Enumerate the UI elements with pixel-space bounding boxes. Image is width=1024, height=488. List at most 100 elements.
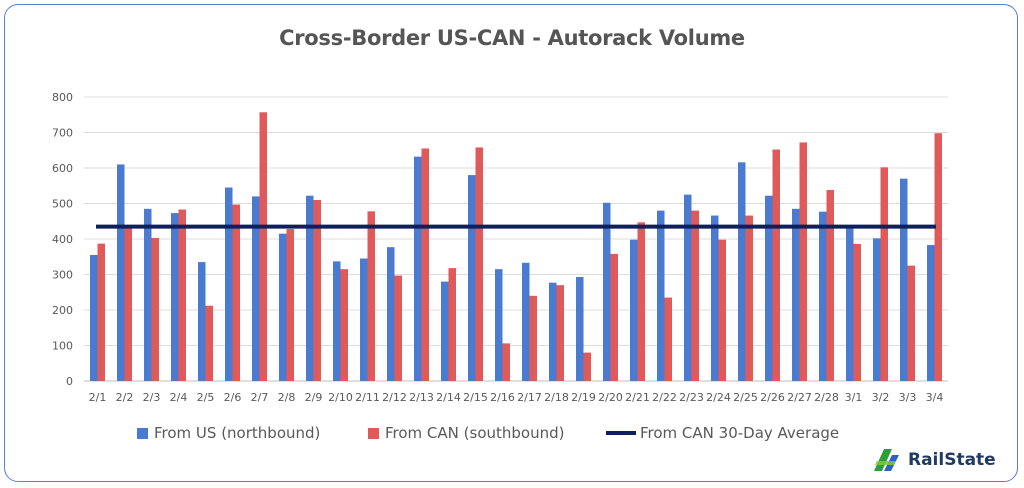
legend-label-us: From US (northbound) (154, 424, 321, 442)
x-tick-label: 2/28 (814, 391, 839, 404)
x-tick-label: 2/18 (544, 391, 569, 404)
bar-can-2-20 (610, 253, 618, 381)
x-tick-label: 2/5 (197, 391, 215, 404)
bar-us-2-21 (630, 239, 638, 381)
bar-us-3-2 (873, 238, 881, 381)
bar-can-3-3 (907, 265, 915, 381)
y-tick-labels: 0 100 200 300 400 500 600 700 800 (52, 91, 73, 388)
bar-us-2-13 (414, 156, 422, 381)
x-tick-label: 2/24 (706, 391, 731, 404)
x-tick-label: 2/27 (787, 391, 812, 404)
bar-can-2-17 (529, 295, 537, 381)
bar-us-3-3 (900, 178, 908, 381)
y-tick-label: 200 (52, 304, 73, 317)
bar-us-2-1 (90, 254, 98, 381)
bar-can-3-1 (853, 243, 861, 381)
bar-can-2-1 (97, 243, 105, 381)
bar-can-2-16 (502, 343, 510, 381)
bar-us-2-5 (198, 262, 206, 381)
railstate-logo: RailState (872, 446, 1012, 474)
y-tick-label: 700 (52, 127, 73, 140)
bar-us-2-27 (792, 208, 800, 381)
x-tick-label: 2/8 (278, 391, 296, 404)
x-tick-label: 3/3 (899, 391, 917, 404)
bar-us-2-17 (522, 262, 530, 381)
bar-us-2-9 (306, 195, 314, 381)
y-tick-label: 400 (52, 233, 73, 246)
x-tick-label: 2/2 (116, 391, 134, 404)
legend-item-average: From CAN 30-Day Average (606, 424, 839, 442)
x-tick-label: 2/4 (170, 391, 188, 404)
y-tick-label: 800 (52, 91, 73, 104)
y-tick-label: 0 (66, 375, 73, 388)
x-tick-label: 2/12 (382, 391, 407, 404)
bar-can-2-15 (475, 147, 483, 381)
bar-can-2-28 (826, 190, 834, 381)
bar-us-2-22 (657, 210, 665, 381)
x-tick-label: 2/16 (490, 391, 515, 404)
x-tick-label: 3/1 (845, 391, 863, 404)
x-tick-label: 2/9 (305, 391, 323, 404)
x-tick-label: 2/25 (733, 391, 758, 404)
bar-can-2-10 (340, 269, 348, 381)
x-tick-label: 2/19 (571, 391, 596, 404)
bar-us-2-3 (144, 208, 152, 381)
bar-can-2-7 (259, 112, 267, 381)
bar-can-2-6 (232, 204, 240, 381)
bar-us-2-20 (603, 202, 611, 381)
bar-us-3-4 (927, 245, 935, 381)
x-tick-label: 2/26 (760, 391, 785, 404)
bar-us-3-1 (846, 228, 854, 381)
bar-can-2-3 (151, 237, 159, 381)
bar-can-2-26 (772, 149, 780, 381)
x-tick-label: 2/14 (436, 391, 461, 404)
chart-title: Cross-Border US-CAN - Autorack Volume (279, 26, 745, 50)
x-tick-label: 2/20 (598, 391, 623, 404)
bar-us-2-7 (252, 196, 260, 381)
x-tick-label: 2/17 (517, 391, 542, 404)
bar-us-2-25 (738, 162, 746, 381)
legend-item-can: From CAN (southbound) (368, 424, 564, 442)
legend-label-average: From CAN 30-Day Average (640, 424, 840, 442)
bar-us-2-11 (360, 258, 368, 381)
railstate-logo-icon (874, 449, 899, 471)
bar-us-2-6 (225, 187, 233, 381)
x-tick-label: 2/7 (251, 391, 269, 404)
x-tick-label: 3/2 (872, 391, 890, 404)
bar-can-2-11 (367, 211, 375, 381)
bar-can-2-14 (448, 268, 456, 381)
x-tick-label: 2/11 (355, 391, 380, 404)
y-tick-label: 600 (52, 162, 73, 175)
bar-can-2-2 (124, 228, 132, 381)
x-tick-labels: 2/1 2/2 2/3 2/4 2/5 2/6 2/7 2/8 2/9 2/10 2/11 2/12 2… (89, 391, 944, 404)
bar-us-2-24 (711, 215, 719, 381)
bar-us-2-28 (819, 211, 827, 381)
bar-can-2-4 (178, 209, 186, 381)
bar-can-3-4 (934, 133, 942, 381)
x-tick-label: 2/3 (143, 391, 161, 404)
bar-can-2-21 (637, 222, 645, 381)
grid-lines (84, 96, 948, 382)
bar-can-2-27 (799, 142, 807, 381)
bar-can-2-13 (421, 148, 429, 381)
y-tick-label: 300 (52, 269, 73, 282)
bar-us-2-16 (495, 269, 503, 381)
x-tick-label: 3/4 (926, 391, 944, 404)
bar-can-2-5 (205, 305, 213, 381)
bar-us-2-4 (171, 213, 179, 381)
bar-can-2-19 (583, 352, 591, 381)
x-tick-label: 2/15 (463, 391, 488, 404)
bar-us-2-2 (117, 164, 125, 381)
x-tick-label: 2/1 (89, 391, 107, 404)
bar-us-2-26 (765, 195, 773, 381)
bars (90, 112, 942, 381)
x-tick-label: 2/10 (328, 391, 353, 404)
legend-swatch-average (606, 431, 636, 435)
bar-can-2-9 (313, 199, 321, 381)
x-tick-label: 2/22 (652, 391, 677, 404)
legend-item-us: From US (northbound) (137, 424, 320, 442)
bar-can-3-2 (880, 167, 888, 381)
bar-can-2-18 (556, 285, 564, 381)
x-tick-label: 2/6 (224, 391, 242, 404)
